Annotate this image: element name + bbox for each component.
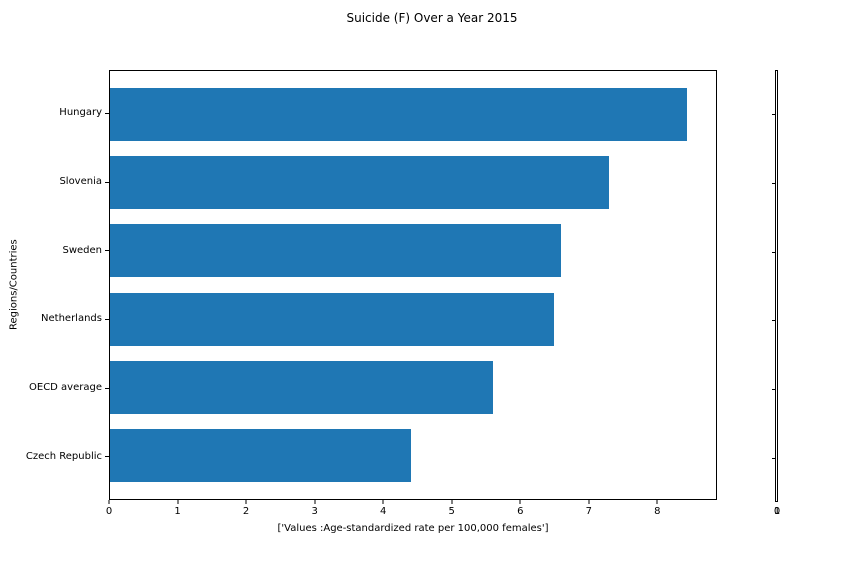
- y-tick-mark: [105, 387, 109, 389]
- x-tick-label: 0: [105, 506, 113, 517]
- y-tick-row: Sweden: [0, 216, 109, 285]
- y-tick-label: Netherlands: [41, 313, 102, 325]
- y-tick-label: Czech Republic: [25, 450, 102, 462]
- x-tick-label: 2: [242, 506, 250, 517]
- bar-slovenia: [110, 155, 609, 210]
- y-tick-label: Hungary: [59, 107, 102, 119]
- x-tick-label: 6: [517, 506, 524, 517]
- bar-row: [110, 148, 716, 216]
- x-tick-mark: [314, 500, 316, 504]
- y-tick-mark: [105, 318, 109, 320]
- y-tick-row: Czech Republic: [0, 422, 109, 491]
- x-tick-mark: [451, 500, 453, 504]
- y-tick-row: OECD average: [0, 354, 109, 423]
- secondary-axis-tick: [772, 457, 776, 459]
- secondary-axis-tick: [772, 183, 776, 184]
- y-tick-label: Slovenia: [59, 176, 102, 187]
- chart-title: Suicide (F) Over a Year 2015: [346, 11, 518, 25]
- y-tick-row: Slovenia: [0, 148, 109, 217]
- y-tick-mark: [105, 181, 109, 183]
- x-axis-label: ['Values :Age-standardized rate per 100,…: [277, 523, 549, 534]
- x-tick-mark: [177, 500, 179, 504]
- secondary-axis-tick: [772, 251, 776, 253]
- bar-row: [110, 285, 716, 353]
- secondary-axis-tick-label: 1: [773, 506, 781, 517]
- bar-row: [110, 353, 716, 421]
- y-tick-row: Netherlands: [0, 285, 109, 354]
- bar-row: [110, 80, 716, 148]
- x-tick-label: 7: [585, 506, 592, 517]
- secondary-axis-tick-label: 0: [773, 506, 781, 517]
- y-tick-row: Hungary: [0, 79, 109, 148]
- x-tick-mark: [519, 500, 521, 504]
- y-tick-label: OECD average: [29, 382, 102, 394]
- x-tick-mark: [588, 500, 590, 504]
- x-tick-mark: [245, 500, 247, 504]
- y-tick-mark: [105, 456, 109, 458]
- x-ticks: 0 1 2 3 4 5 6 7 8: [105, 500, 717, 522]
- x-tick-label: 5: [448, 506, 455, 517]
- y-tick-mark: [105, 112, 109, 114]
- secondary-axis-ticks: [772, 80, 777, 492]
- secondary-axis-tick: [772, 389, 776, 390]
- x-tick-label: 4: [379, 506, 387, 517]
- x-tick-label: 3: [311, 506, 318, 517]
- y-tick-mark: [105, 250, 109, 252]
- bar-row: [110, 217, 716, 285]
- bar-czech-republic: [110, 429, 411, 483]
- x-tick-label: 1: [174, 506, 181, 517]
- x-tick-mark: [108, 500, 110, 504]
- bar-hungary: [110, 87, 688, 141]
- y-tick-labels: Hungary Slovenia Sweden Netherlands OECD ave…: [0, 70, 109, 500]
- y-tick-label: Sweden: [62, 244, 102, 256]
- bar-row: [110, 422, 716, 490]
- bar-oecd-average: [110, 360, 493, 415]
- bar-sweden: [110, 224, 561, 278]
- secondary-axis-tick: [772, 114, 776, 116]
- bar-netherlands: [110, 292, 555, 346]
- plot-area: [109, 70, 717, 500]
- bars: [110, 71, 716, 499]
- x-tick-mark: [382, 500, 384, 504]
- x-tick-mark: [656, 500, 658, 504]
- x-tick-label: 8: [654, 506, 661, 517]
- secondary-axis-tick: [772, 320, 776, 322]
